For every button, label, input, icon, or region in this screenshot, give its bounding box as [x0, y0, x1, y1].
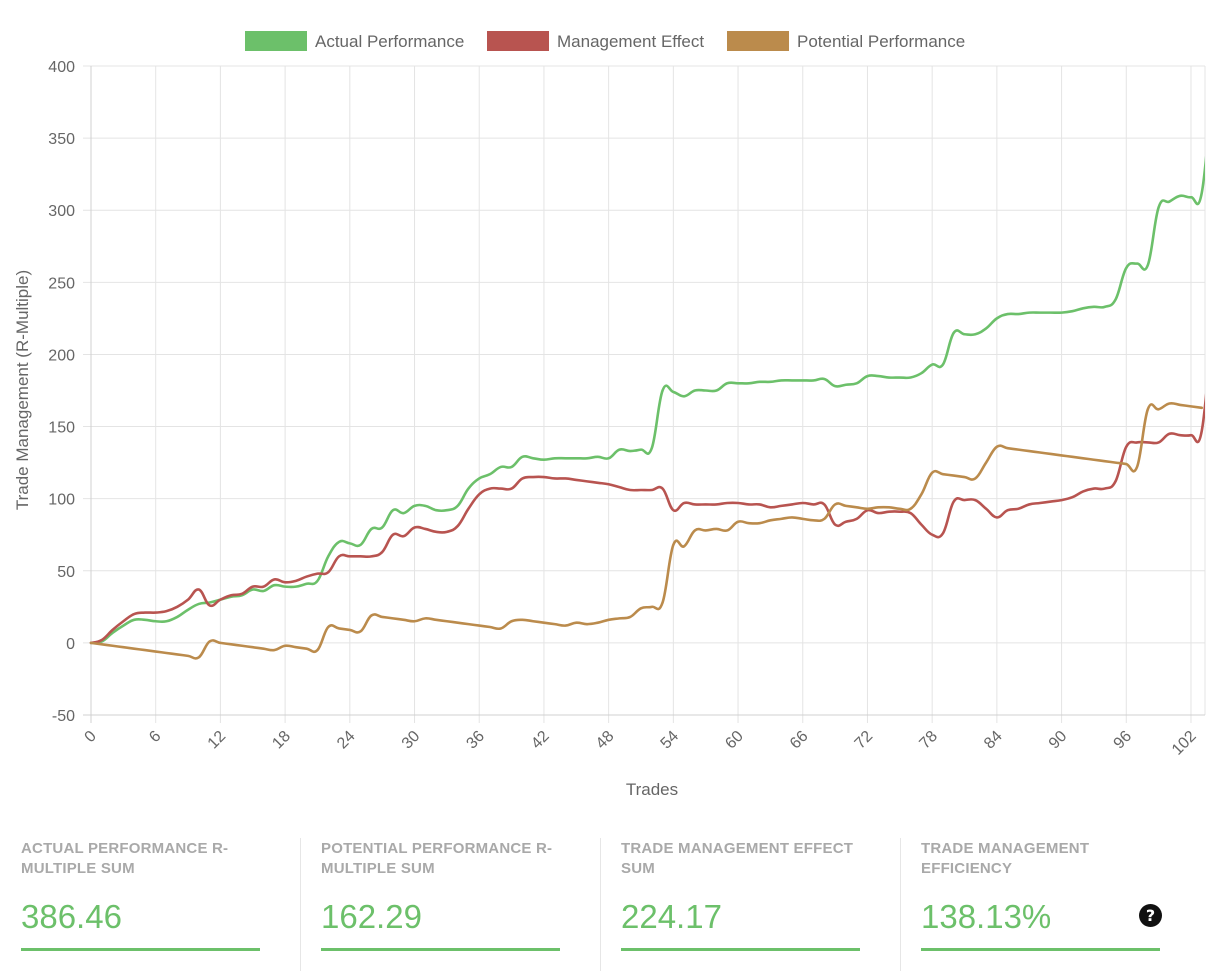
legend-item-actual-performance[interactable]: Actual Performance: [245, 31, 464, 51]
x-tick-label: 48: [593, 728, 618, 753]
stat-management-effect: TRADE MANAGEMENT EFFECT SUM 224.17: [600, 836, 900, 971]
stat-value: 162.29: [321, 898, 422, 935]
legend-label: Actual Performance: [315, 32, 464, 51]
stat-label: ACTUAL PERFORMANCE R-MULTIPLE SUM: [21, 840, 229, 877]
stat-underline: [21, 948, 260, 951]
y-tick-label: 0: [66, 636, 75, 653]
stat-divider: [600, 838, 601, 971]
x-axis-ticks: 0 6 12 18 24 30 36 42 48 54 60 66 72 78 84 90 96 102: [82, 728, 1200, 759]
y-tick-label: 150: [48, 420, 75, 437]
x-tick-label: 96: [1110, 728, 1135, 753]
help-icon[interactable]: ?: [1139, 904, 1162, 927]
x-axis-title: Trades: [626, 780, 678, 799]
y-tick-label: 300: [48, 203, 75, 220]
x-tick-label: 24: [334, 728, 359, 753]
stat-label: TRADE MANAGEMENT EFFICIENCY: [921, 840, 1090, 877]
stat-value: 224.17: [621, 898, 722, 935]
y-tick-label: 200: [48, 347, 75, 364]
x-tick-label: 30: [399, 728, 424, 753]
y-axis-ticks: -50 0 50 100 150 200 250 300 350 400: [48, 59, 75, 725]
performance-line-chart: -50 0 50 100 150 200 250 300 350 400 0 6 12 18 24 30 36…: [13, 31, 1206, 799]
x-tick-label: 66: [787, 728, 812, 753]
series-line-management-effect: [89, 394, 1205, 645]
series-line-potential-performance: [89, 401, 1204, 660]
x-tick-label: 0: [82, 728, 100, 746]
x-tick-label: 84: [981, 728, 1006, 753]
stat-underline: [321, 948, 560, 951]
y-tick-label: 400: [48, 59, 75, 76]
legend-item-potential-performance[interactable]: Potential Performance: [727, 31, 965, 51]
grid-lines: [83, 65, 1206, 723]
stat-value: 138.13%: [921, 898, 1052, 935]
legend-item-management-effect[interactable]: Management Effect: [487, 31, 704, 51]
x-tick-label: 90: [1046, 728, 1071, 753]
x-tick-label: 60: [722, 728, 747, 753]
x-tick-label: 6: [146, 728, 164, 746]
stat-potential-performance: POTENTIAL PERFORMANCE R-MULTIPLE SUM 162…: [300, 836, 600, 971]
y-tick-label: 100: [48, 492, 75, 509]
y-axis-title: Trade Management (R-Multiple): [13, 270, 32, 510]
x-tick-label: 42: [528, 728, 553, 753]
stat-management-efficiency: TRADE MANAGEMENT EFFICIENCY 138.13%: [900, 836, 1200, 971]
stat-actual-performance: ACTUAL PERFORMANCE R-MULTIPLE SUM 386.46: [0, 836, 300, 971]
legend-swatch: [245, 31, 307, 51]
y-tick-label: 350: [48, 131, 75, 148]
series-line-actual-performance: [89, 156, 1205, 645]
x-tick-label: 78: [916, 728, 941, 753]
chart-legend[interactable]: Actual Performance Management Effect Poten…: [245, 31, 965, 51]
y-tick-label: -50: [52, 708, 75, 725]
stat-value: 386.46: [21, 898, 122, 935]
stat-divider: [900, 838, 901, 971]
y-tick-label: 250: [48, 275, 75, 292]
x-tick-label: 54: [658, 728, 683, 753]
stat-underline: [921, 948, 1160, 951]
x-tick-label: 18: [269, 728, 294, 753]
legend-label: Management Effect: [557, 32, 704, 51]
stat-label: POTENTIAL PERFORMANCE R-MULTIPLE SUM: [321, 840, 553, 877]
x-tick-label: 36: [463, 728, 488, 753]
x-tick-label: 72: [852, 728, 877, 753]
series-lines: [89, 156, 1205, 660]
stat-label: TRADE MANAGEMENT EFFECT SUM: [621, 840, 854, 877]
stat-underline: [621, 948, 860, 951]
x-tick-label: 102: [1169, 728, 1200, 759]
stats-row: ACTUAL PERFORMANCE R-MULTIPLE SUM 386.46…: [0, 836, 1213, 971]
legend-label: Potential Performance: [797, 32, 965, 51]
y-tick-label: 50: [57, 564, 75, 581]
x-tick-label: 12: [205, 728, 230, 753]
legend-swatch: [727, 31, 789, 51]
legend-swatch: [487, 31, 549, 51]
stat-divider: [300, 838, 301, 971]
